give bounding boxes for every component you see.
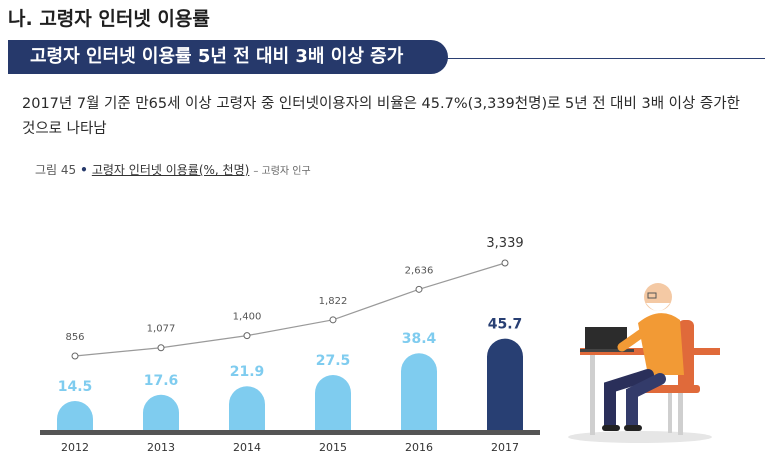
person-beard xyxy=(646,303,670,311)
figure-number: 그림 45 xyxy=(35,163,77,177)
banner-rule xyxy=(440,58,765,59)
bullet-icon: • xyxy=(80,163,88,177)
bar-2016 xyxy=(401,353,437,430)
x-tick-2015: 2015 xyxy=(319,441,347,454)
users-point-2017 xyxy=(501,259,509,267)
users-point-2014 xyxy=(243,332,251,340)
figure-caption: 그림 45 • 고령자 인터넷 이용률(%, 천명) – 고령자 인구 xyxy=(35,161,311,178)
bar-label-2014: 21.9 xyxy=(230,364,265,380)
users-label-2013: 1,077 xyxy=(147,324,176,335)
x-tick-2016: 2016 xyxy=(405,441,433,454)
desk-leg-left xyxy=(590,355,595,435)
users-label-2016: 2,636 xyxy=(405,265,434,276)
senior-at-laptop-illustration xyxy=(568,283,720,443)
bar-label-2012: 14.5 xyxy=(58,379,93,395)
users-point-2012 xyxy=(71,352,79,360)
users-label-2014: 1,400 xyxy=(233,312,262,323)
bar-label-2017: 45.7 xyxy=(488,317,523,333)
users-line xyxy=(74,262,506,357)
x-tick-2017: 2017 xyxy=(491,441,519,454)
bar-2014 xyxy=(229,386,265,430)
x-tick-2014: 2014 xyxy=(233,441,261,454)
person-glasses xyxy=(647,292,657,299)
section-title: 나. 고령자 인터넷 이용률 xyxy=(8,8,210,30)
summary-text: 2017년 7월 기준 만65세 이상 고령자 중 인터넷이용자의 비율은 45… xyxy=(22,96,740,137)
x-tick-2012: 2012 xyxy=(61,441,89,454)
person-shoe-back xyxy=(624,425,642,431)
bar-label-2016: 38.4 xyxy=(402,331,437,347)
bar-2012 xyxy=(57,401,93,430)
figure-title: 고령자 인터넷 이용률(%, 천명) xyxy=(91,163,250,177)
x-tick-2013: 2013 xyxy=(147,441,175,454)
bar-2015 xyxy=(315,375,351,430)
users-label-2012: 856 xyxy=(65,332,84,343)
bar-2013 xyxy=(143,394,179,430)
laptop-base xyxy=(580,349,634,352)
chair-leg xyxy=(668,393,672,433)
x-axis xyxy=(40,430,540,435)
person-torso xyxy=(638,313,684,375)
figure-subtitle: – 고령자 인구 xyxy=(253,166,311,177)
bar-label-2013: 17.6 xyxy=(144,373,179,389)
person-shoe-front xyxy=(602,425,620,431)
users-point-2013 xyxy=(157,344,165,352)
person-leg-back xyxy=(626,373,666,431)
users-point-2016 xyxy=(415,285,423,293)
internet-usage-chart: 14.5 2012 17.6 2013 21.9 2014 27.5 2015 38.4 2016… xyxy=(40,236,540,454)
person-leg-front xyxy=(604,369,654,431)
bar-label-2015: 27.5 xyxy=(316,353,351,369)
bar-2017 xyxy=(487,338,523,430)
person-arm xyxy=(617,328,647,352)
headline-banner: 고령자 인터넷 이용률 5년 전 대비 3배 이상 증가 xyxy=(8,40,448,74)
desk-leg-right xyxy=(678,355,683,435)
floor-shadow xyxy=(568,431,712,443)
users-point-2015 xyxy=(329,316,337,324)
users-label-2015: 1,822 xyxy=(319,296,348,307)
users-label-2017: 3,339 xyxy=(486,236,523,251)
